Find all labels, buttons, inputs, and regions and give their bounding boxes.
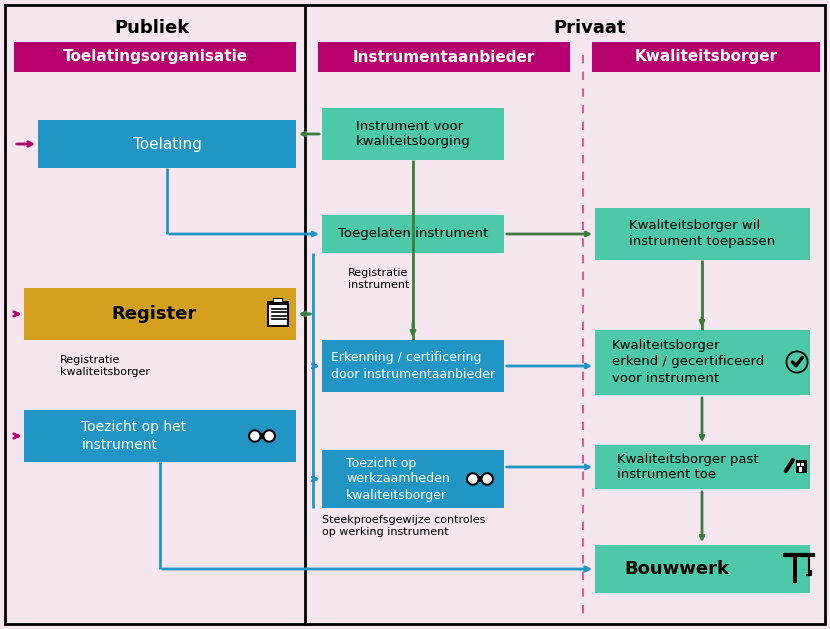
Circle shape — [469, 475, 476, 483]
Bar — [322, 450, 504, 508]
Bar — [799, 467, 802, 472]
Circle shape — [251, 432, 259, 440]
Text: Kwaliteitsborger: Kwaliteitsborger — [634, 50, 778, 65]
Bar — [24, 410, 296, 462]
Circle shape — [249, 430, 261, 442]
Circle shape — [263, 430, 276, 442]
Circle shape — [483, 475, 491, 483]
Text: Registratie
instrument: Registratie instrument — [348, 268, 409, 291]
Bar — [24, 288, 296, 340]
Bar — [479, 476, 481, 482]
Bar — [592, 42, 820, 72]
Text: Privaat: Privaat — [554, 19, 627, 37]
Bar — [38, 120, 296, 168]
Text: Toelating: Toelating — [133, 136, 202, 152]
Text: Registratie
kwaliteitsborger: Registratie kwaliteitsborger — [60, 355, 150, 377]
Text: Toezicht op het
instrument: Toezicht op het instrument — [81, 420, 187, 452]
Circle shape — [266, 432, 273, 440]
Text: Register: Register — [111, 305, 197, 323]
Circle shape — [786, 351, 808, 373]
Text: ≡: ≡ — [269, 299, 287, 328]
Bar — [322, 108, 504, 160]
Bar — [796, 460, 807, 472]
Text: Publiek: Publiek — [115, 19, 189, 37]
Bar — [595, 208, 810, 260]
Bar — [595, 545, 810, 593]
Bar — [801, 463, 804, 465]
Text: Instrumentaanbieder: Instrumentaanbieder — [353, 50, 535, 65]
Bar — [793, 555, 797, 583]
Bar — [275, 299, 281, 303]
Bar — [14, 42, 296, 72]
Bar — [595, 330, 810, 395]
Bar — [269, 305, 287, 325]
Circle shape — [788, 353, 806, 371]
Text: Bouwwerk: Bouwwerk — [624, 560, 730, 578]
Bar — [318, 42, 570, 72]
Text: Instrument voor
kwaliteitsborging: Instrument voor kwaliteitsborging — [355, 120, 471, 148]
Text: Kwaliteitsborger wil
instrument toepassen: Kwaliteitsborger wil instrument toepasse… — [629, 220, 775, 248]
Text: Kwaliteitsborger past
instrument toe: Kwaliteitsborger past instrument toe — [618, 452, 759, 482]
Text: Toezicht op
werkzaamheden
kwaliteitsborger: Toezicht op werkzaamheden kwaliteitsborg… — [346, 457, 450, 501]
Bar — [322, 215, 504, 253]
Text: Steekproefsgewijze controles
op werking instrument: Steekproefsgewijze controles op werking … — [322, 515, 486, 537]
Text: Toegelaten instrument: Toegelaten instrument — [338, 228, 488, 240]
Circle shape — [466, 473, 479, 485]
Circle shape — [481, 473, 493, 485]
Bar — [272, 298, 283, 304]
Bar — [595, 445, 810, 489]
Text: Kwaliteitsborger
erkend / gecertificeerd
voor instrument: Kwaliteitsborger erkend / gecertificeerd… — [612, 340, 764, 384]
Text: Toelatingsorganisatie: Toelatingsorganisatie — [62, 50, 247, 65]
Bar — [267, 301, 289, 326]
Text: Erkenning / certificering
door instrumentaanbieder: Erkenning / certificering door instrumen… — [331, 352, 495, 381]
Bar — [261, 433, 263, 439]
Bar — [797, 463, 800, 465]
Bar — [322, 340, 504, 392]
